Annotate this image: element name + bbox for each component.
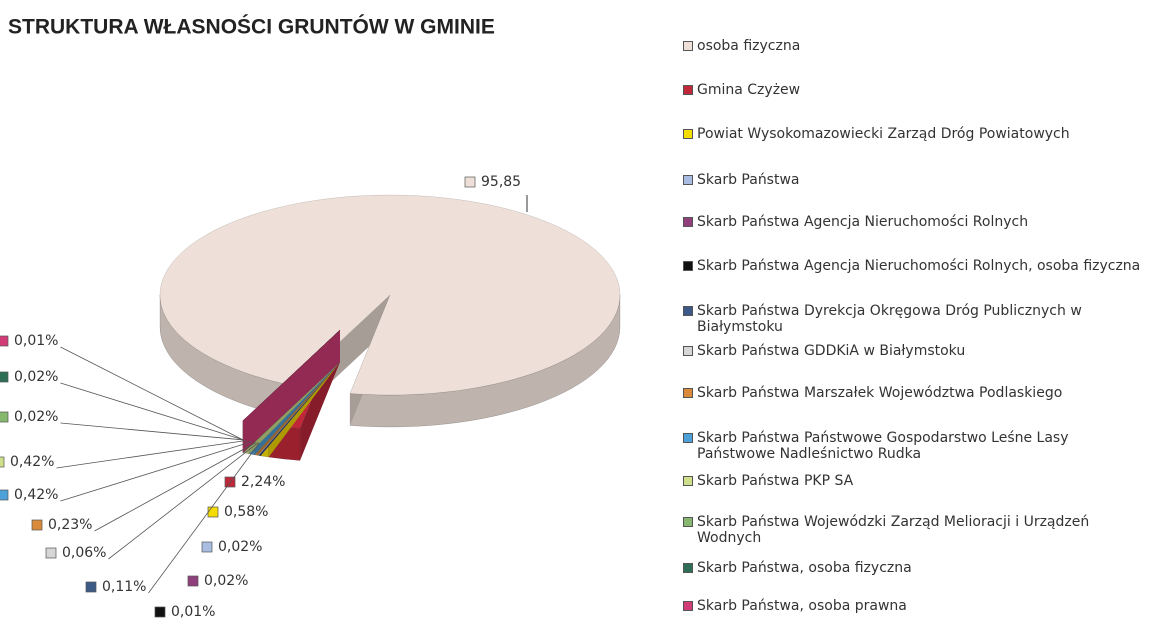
- legend-item: osoba fizyczna: [683, 38, 1149, 54]
- leader-line: [60, 441, 253, 502]
- leader-line: [60, 346, 244, 441]
- legend-item: Skarb Państwa, osoba prawna: [683, 598, 1149, 614]
- legend-item: Skarb Państwa Państwowe Gospodarstwo Leś…: [683, 430, 1149, 462]
- legend-item: Skarb Państwa Marszałek Województwa Podl…: [683, 385, 1149, 401]
- data-label: 0,02%: [218, 539, 262, 555]
- label-swatch: [0, 371, 9, 383]
- legend-label: Powiat Wysokomazowiecki Zarząd Dróg Powi…: [697, 126, 1070, 142]
- legend-swatch: [683, 261, 693, 271]
- leader-line: [94, 441, 257, 532]
- data-label: 0,02%: [14, 409, 58, 425]
- data-label: 2,24%: [241, 474, 285, 490]
- label-swatch: [31, 519, 43, 531]
- data-label: 0,01%: [171, 604, 215, 618]
- legend-swatch: [683, 129, 693, 139]
- legend-item: Skarb Państwa Dyrekcja Okręgowa Dróg Pub…: [683, 303, 1149, 335]
- data-label: 0,01%: [14, 333, 58, 349]
- label-swatch: [464, 176, 476, 188]
- legend-label: Skarb Państwa Wojewódzki Zarząd Meliorac…: [697, 514, 1090, 546]
- legend-item: Gmina Czyżew: [683, 82, 1149, 98]
- label-swatch: [85, 581, 97, 593]
- legend-item: Skarb Państwa Wojewódzki Zarząd Meliorac…: [683, 514, 1149, 546]
- legend-label: Skarb Państwa Dyrekcja Okręgowa Dróg Pub…: [697, 303, 1082, 335]
- legend-swatch: [683, 306, 693, 316]
- label-swatch: [0, 335, 9, 347]
- data-label: 0,06%: [62, 545, 106, 561]
- data-label: 0,42%: [14, 487, 58, 503]
- label-swatch: [0, 489, 9, 501]
- slice: [159, 194, 621, 396]
- data-label: 0,42%: [10, 454, 54, 470]
- legend-label: Skarb Państwa GDDKiA w Białymstoku: [697, 343, 966, 359]
- legend-item: Skarb Państwa, osoba fizyczna: [683, 560, 1149, 576]
- label-swatch: [201, 541, 213, 553]
- legend-swatch: [683, 476, 693, 486]
- legend-label: osoba fizyczna: [697, 38, 801, 54]
- legend-label: Skarb Państwa: [697, 172, 800, 188]
- legend-item: Skarb Państwa: [683, 172, 1149, 188]
- leader-line: [148, 442, 260, 594]
- data-label: 0,11%: [102, 579, 146, 595]
- label-swatch: [0, 411, 9, 423]
- legend-swatch: [683, 175, 693, 185]
- legend-item: Skarb Państwa Agencja Nieruchomości Roln…: [683, 258, 1149, 274]
- legend-swatch: [683, 433, 693, 443]
- legend-swatch: [683, 388, 693, 398]
- legend-swatch: [683, 41, 693, 51]
- label-swatch: [207, 506, 219, 518]
- legend-label: Skarb Państwa Marszałek Województwa Podl…: [697, 385, 1063, 401]
- leader-line: [60, 382, 244, 441]
- slice-side: [159, 294, 294, 418]
- leader-line: [60, 422, 244, 441]
- legend-label: Skarb Państwa, osoba fizyczna: [697, 560, 912, 576]
- legend-swatch: [683, 563, 693, 573]
- data-label: 0,02%: [204, 573, 248, 589]
- leader-line: [108, 442, 259, 560]
- data-label: 0,58%: [224, 504, 268, 520]
- legend-label: Skarb Państwa PKP SA: [697, 473, 854, 489]
- label-swatch: [154, 606, 166, 618]
- legend-item: Skarb Państwa PKP SA: [683, 473, 1149, 489]
- label-swatch: [45, 547, 57, 559]
- legend-label: Gmina Czyżew: [697, 82, 801, 98]
- legend-label: Skarb Państwa, osoba prawna: [697, 598, 907, 614]
- leader-line: [56, 440, 247, 469]
- slice-wall: [242, 330, 340, 453]
- legend-item: Skarb Państwa Agencja Nieruchomości Roln…: [683, 214, 1149, 230]
- data-label: 95,85: [481, 174, 521, 190]
- data-label: 0,23%: [48, 517, 92, 533]
- legend-swatch: [683, 601, 693, 611]
- legend-label: Skarb Państwa Państwowe Gospodarstwo Leś…: [697, 430, 1069, 462]
- data-label: 0,02%: [14, 369, 58, 385]
- legend-label: Skarb Państwa Agencja Nieruchomości Roln…: [697, 214, 1029, 230]
- slice: [242, 329, 341, 421]
- legend-swatch: [683, 346, 693, 356]
- legend-swatch: [683, 517, 693, 527]
- legend-swatch: [683, 85, 693, 95]
- legend-swatch: [683, 217, 693, 227]
- legend-label: Skarb Państwa Agencja Nieruchomości Roln…: [697, 258, 1141, 274]
- legend-item: Skarb Państwa GDDKiA w Białymstoku: [683, 343, 1149, 359]
- legend-item: Powiat Wysokomazowiecki Zarząd Dróg Powi…: [683, 126, 1149, 142]
- label-swatch: [187, 575, 199, 587]
- label-swatch: [0, 456, 5, 468]
- chart-title: STRUKTURA WŁASNOŚCI GRUNTÓW W GMINIE: [8, 15, 495, 39]
